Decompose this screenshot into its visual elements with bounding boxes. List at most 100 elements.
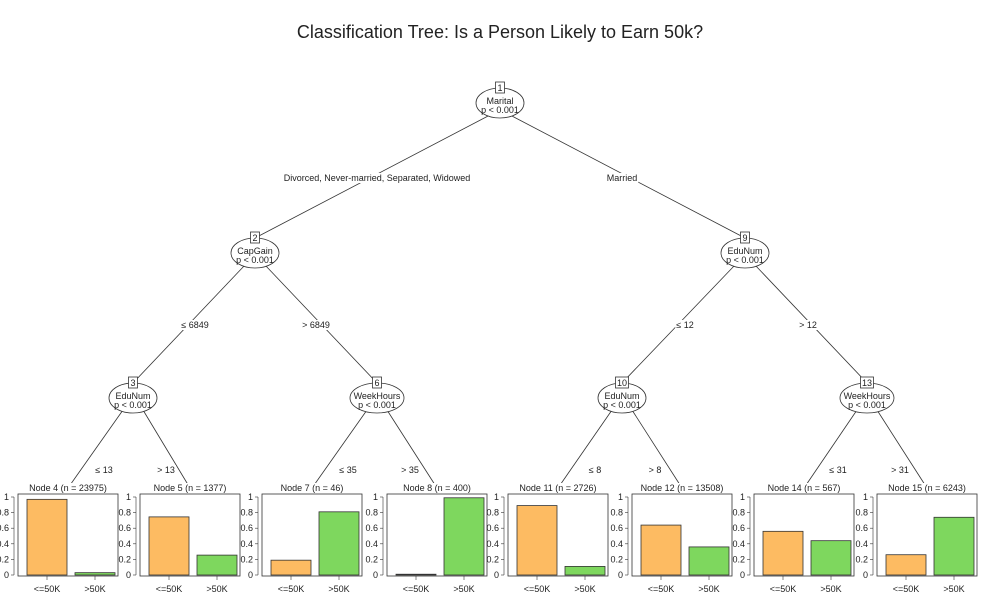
edge-label-background bbox=[587, 465, 603, 475]
y-tick-label: 0 bbox=[373, 570, 378, 580]
y-tick-label: 0.2 bbox=[0, 554, 9, 564]
node-variable: WeekHours bbox=[844, 391, 891, 401]
y-tick-label: 0.4 bbox=[732, 539, 745, 549]
edge-label: > 6849 bbox=[302, 320, 330, 330]
edge-label: ≤ 8 bbox=[589, 465, 601, 475]
x-tick-label: >50K bbox=[453, 584, 474, 594]
node-p-value: p < 0.001 bbox=[236, 255, 274, 265]
leaf-title-background bbox=[357, 483, 487, 492]
edge-10-12 bbox=[631, 409, 683, 489]
bar-le50k bbox=[148, 516, 190, 576]
y-tick-label: 1 bbox=[863, 492, 868, 502]
bar-le50k bbox=[270, 559, 312, 576]
leaf-frame bbox=[507, 493, 609, 577]
leaf-frame bbox=[261, 493, 363, 577]
y-tick-label: 0.2 bbox=[732, 554, 745, 564]
bar-gt50k bbox=[196, 554, 238, 576]
edge-3-4 bbox=[67, 409, 124, 489]
node-id: 1 bbox=[497, 83, 502, 93]
leaf-title-background bbox=[847, 483, 977, 492]
leaf-frame bbox=[876, 493, 978, 577]
node-id-box bbox=[740, 231, 750, 244]
node-p-value: p < 0.001 bbox=[114, 400, 152, 410]
edge-label: > 12 bbox=[799, 320, 817, 330]
leaf-node-15: Node 15 (n = 6243) 0 0.2 0.4 0.6 0.8 1 <=50K >50… bbox=[847, 483, 978, 594]
x-tick-label: <=50K bbox=[524, 584, 551, 594]
y-tick-label: 0.4 bbox=[855, 539, 868, 549]
y-tick-label: 0 bbox=[4, 570, 9, 580]
x-tick-label: <=50K bbox=[34, 584, 61, 594]
leaf-title-background bbox=[602, 483, 732, 492]
node-id: 2 bbox=[252, 233, 257, 243]
edge-label-background bbox=[282, 173, 472, 183]
leaf-node-4: Node 4 (n = 23975) 0 0.2 0.4 0.6 0.8 1 <=50K >50… bbox=[0, 483, 119, 594]
y-tick-label: 0.4 bbox=[0, 539, 9, 549]
y-tick-label: 0.2 bbox=[610, 554, 623, 564]
edge-10-11 bbox=[557, 409, 613, 489]
leaf-node-5: Node 5 (n = 1377) 0 0.2 0.4 0.6 0.8 1 <=50K >50K bbox=[110, 483, 241, 594]
edge-label-background bbox=[647, 465, 663, 475]
chart-title: Classification Tree: Is a Person Likely … bbox=[297, 22, 703, 42]
node-id-box bbox=[615, 376, 629, 389]
y-tick-label: 0.8 bbox=[240, 508, 253, 518]
edge-6-8 bbox=[386, 409, 438, 489]
node-variable: EduNum bbox=[604, 391, 639, 401]
y-tick-label: 0.4 bbox=[240, 539, 253, 549]
x-tick-label: <=50K bbox=[156, 584, 183, 594]
leaf-node-11: Node 11 (n = 2726) 0 0.2 0.4 0.6 0.8 1 <=50K >50… bbox=[478, 483, 609, 594]
x-tick-label: >50K bbox=[943, 584, 964, 594]
leaf-title-background bbox=[110, 483, 240, 492]
bar-le50k bbox=[26, 498, 68, 576]
edge-label-background bbox=[301, 320, 331, 330]
edge-label-background bbox=[94, 465, 114, 475]
y-tick-label: 0.6 bbox=[610, 523, 623, 533]
edge-label-background bbox=[675, 320, 695, 330]
node-p-value: p < 0.001 bbox=[358, 400, 396, 410]
y-tick-label: 0.6 bbox=[855, 523, 868, 533]
y-tick-label: 0 bbox=[863, 570, 868, 580]
bar-gt50k bbox=[688, 546, 730, 576]
y-tick-label: 0.6 bbox=[0, 523, 9, 533]
x-tick-label: >50K bbox=[820, 584, 841, 594]
edge-label-background bbox=[156, 465, 176, 475]
node-id-box bbox=[128, 376, 138, 389]
leaf-title: Node 15 (n = 6243) bbox=[888, 483, 966, 493]
y-tick-label: 0 bbox=[126, 570, 131, 580]
leaf-frame bbox=[386, 493, 488, 577]
y-tick-label: 1 bbox=[618, 492, 623, 502]
edge-label-background bbox=[890, 465, 910, 475]
node-p-value: p < 0.001 bbox=[848, 400, 886, 410]
edge-label-background bbox=[338, 465, 358, 475]
node-id: 9 bbox=[742, 233, 747, 243]
leaf-title-background bbox=[0, 483, 118, 492]
y-tick-label: 0.2 bbox=[240, 554, 253, 564]
node-id-box bbox=[495, 81, 505, 94]
node-id: 10 bbox=[617, 378, 627, 388]
node-p-value: p < 0.001 bbox=[481, 105, 519, 115]
bar-gt50k bbox=[564, 566, 606, 576]
x-tick-label: <=50K bbox=[278, 584, 305, 594]
x-tick-label: >50K bbox=[574, 584, 595, 594]
y-tick-label: 0 bbox=[740, 570, 745, 580]
edge-label: Married bbox=[607, 173, 638, 183]
y-tick-label: 0.6 bbox=[240, 523, 253, 533]
leaf-frame bbox=[753, 493, 855, 577]
leaf-title: Node 7 (n = 46) bbox=[281, 483, 344, 493]
node-variable: EduNum bbox=[727, 246, 762, 256]
node-id: 6 bbox=[374, 378, 379, 388]
bar-le50k bbox=[516, 505, 558, 576]
y-tick-label: 0.4 bbox=[610, 539, 623, 549]
bar-le50k bbox=[640, 524, 682, 576]
y-tick-label: 0.8 bbox=[610, 508, 623, 518]
node-id: 3 bbox=[130, 378, 135, 388]
edge-label: Divorced, Never-married, Separated, Wido… bbox=[284, 173, 471, 183]
y-tick-label: 0.2 bbox=[365, 554, 378, 564]
node-variable: WeekHours bbox=[354, 391, 401, 401]
leaf-node-12: Node 12 (n = 13508) 0 0.2 0.4 0.6 0.8 1 <=50K >5… bbox=[602, 483, 733, 594]
edge-6-7 bbox=[311, 409, 368, 489]
x-tick-label: >50K bbox=[328, 584, 349, 594]
leaf-title: Node 12 (n = 13508) bbox=[641, 483, 724, 493]
edge-13-15 bbox=[876, 409, 928, 489]
bar-gt50k bbox=[74, 572, 116, 576]
